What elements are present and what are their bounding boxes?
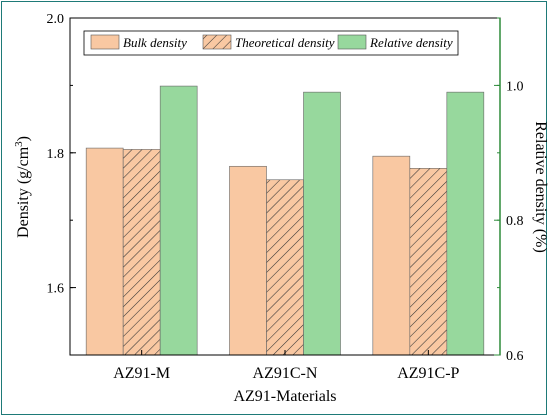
legend-swatch-theoretical-density — [202, 34, 232, 50]
legend-label-bulk-density: Bulk density — [123, 35, 187, 50]
left-tick-label: 1.6 — [47, 282, 65, 297]
left-tick-label: 1.8 — [47, 147, 65, 162]
bar-relative-density-az91-m — [159, 85, 198, 356]
legend-label-theoretical-density: Theoretical density — [235, 35, 335, 50]
bar-theoretical-density-az91c-p — [409, 168, 448, 356]
legend-label-relative-density: Relative density — [369, 35, 453, 50]
legend-swatch-relative-density — [337, 34, 367, 50]
x-tick-label: AZ91C-N — [253, 365, 318, 382]
right-tick-label: 1.0 — [506, 79, 524, 94]
left-y-axis: 1.6 1.8 2.0 — [47, 12, 76, 356]
bar-relative-density-az91c-n — [303, 91, 341, 356]
bar-bulk-density-az91-m — [85, 147, 124, 356]
bar-relative-density-az91c-p — [446, 91, 485, 356]
right-tick-label: 0.6 — [506, 349, 524, 364]
bar-theoretical-density-az91c-n — [266, 179, 304, 356]
legend: Bulk density Theoretical density Relativ… — [83, 30, 459, 56]
x-tick-label: AZ91C-P — [397, 365, 459, 382]
right-y-axis-label: Relative density (%) — [532, 121, 548, 253]
legend-swatch-bulk-density — [90, 34, 120, 50]
bars-group — [85, 85, 485, 356]
bar-bulk-density-az91c-n — [229, 165, 267, 356]
right-tick-label: 0.8 — [506, 214, 524, 229]
legend-box — [83, 30, 459, 56]
left-tick-label: 2.0 — [47, 12, 65, 27]
right-y-axis: 0.6 0.8 1.0 — [494, 17, 524, 364]
x-tick-label: AZ91-M — [113, 365, 170, 382]
left-y-axis-label: Density (g/cm3) — [13, 136, 32, 238]
bar-theoretical-density-az91-m — [122, 149, 161, 356]
x-axis: AZ91-M AZ91C-N AZ91C-P — [113, 350, 460, 382]
bar-bulk-density-az91c-p — [372, 155, 411, 356]
x-axis-label: AZ91-Materials — [233, 388, 336, 405]
